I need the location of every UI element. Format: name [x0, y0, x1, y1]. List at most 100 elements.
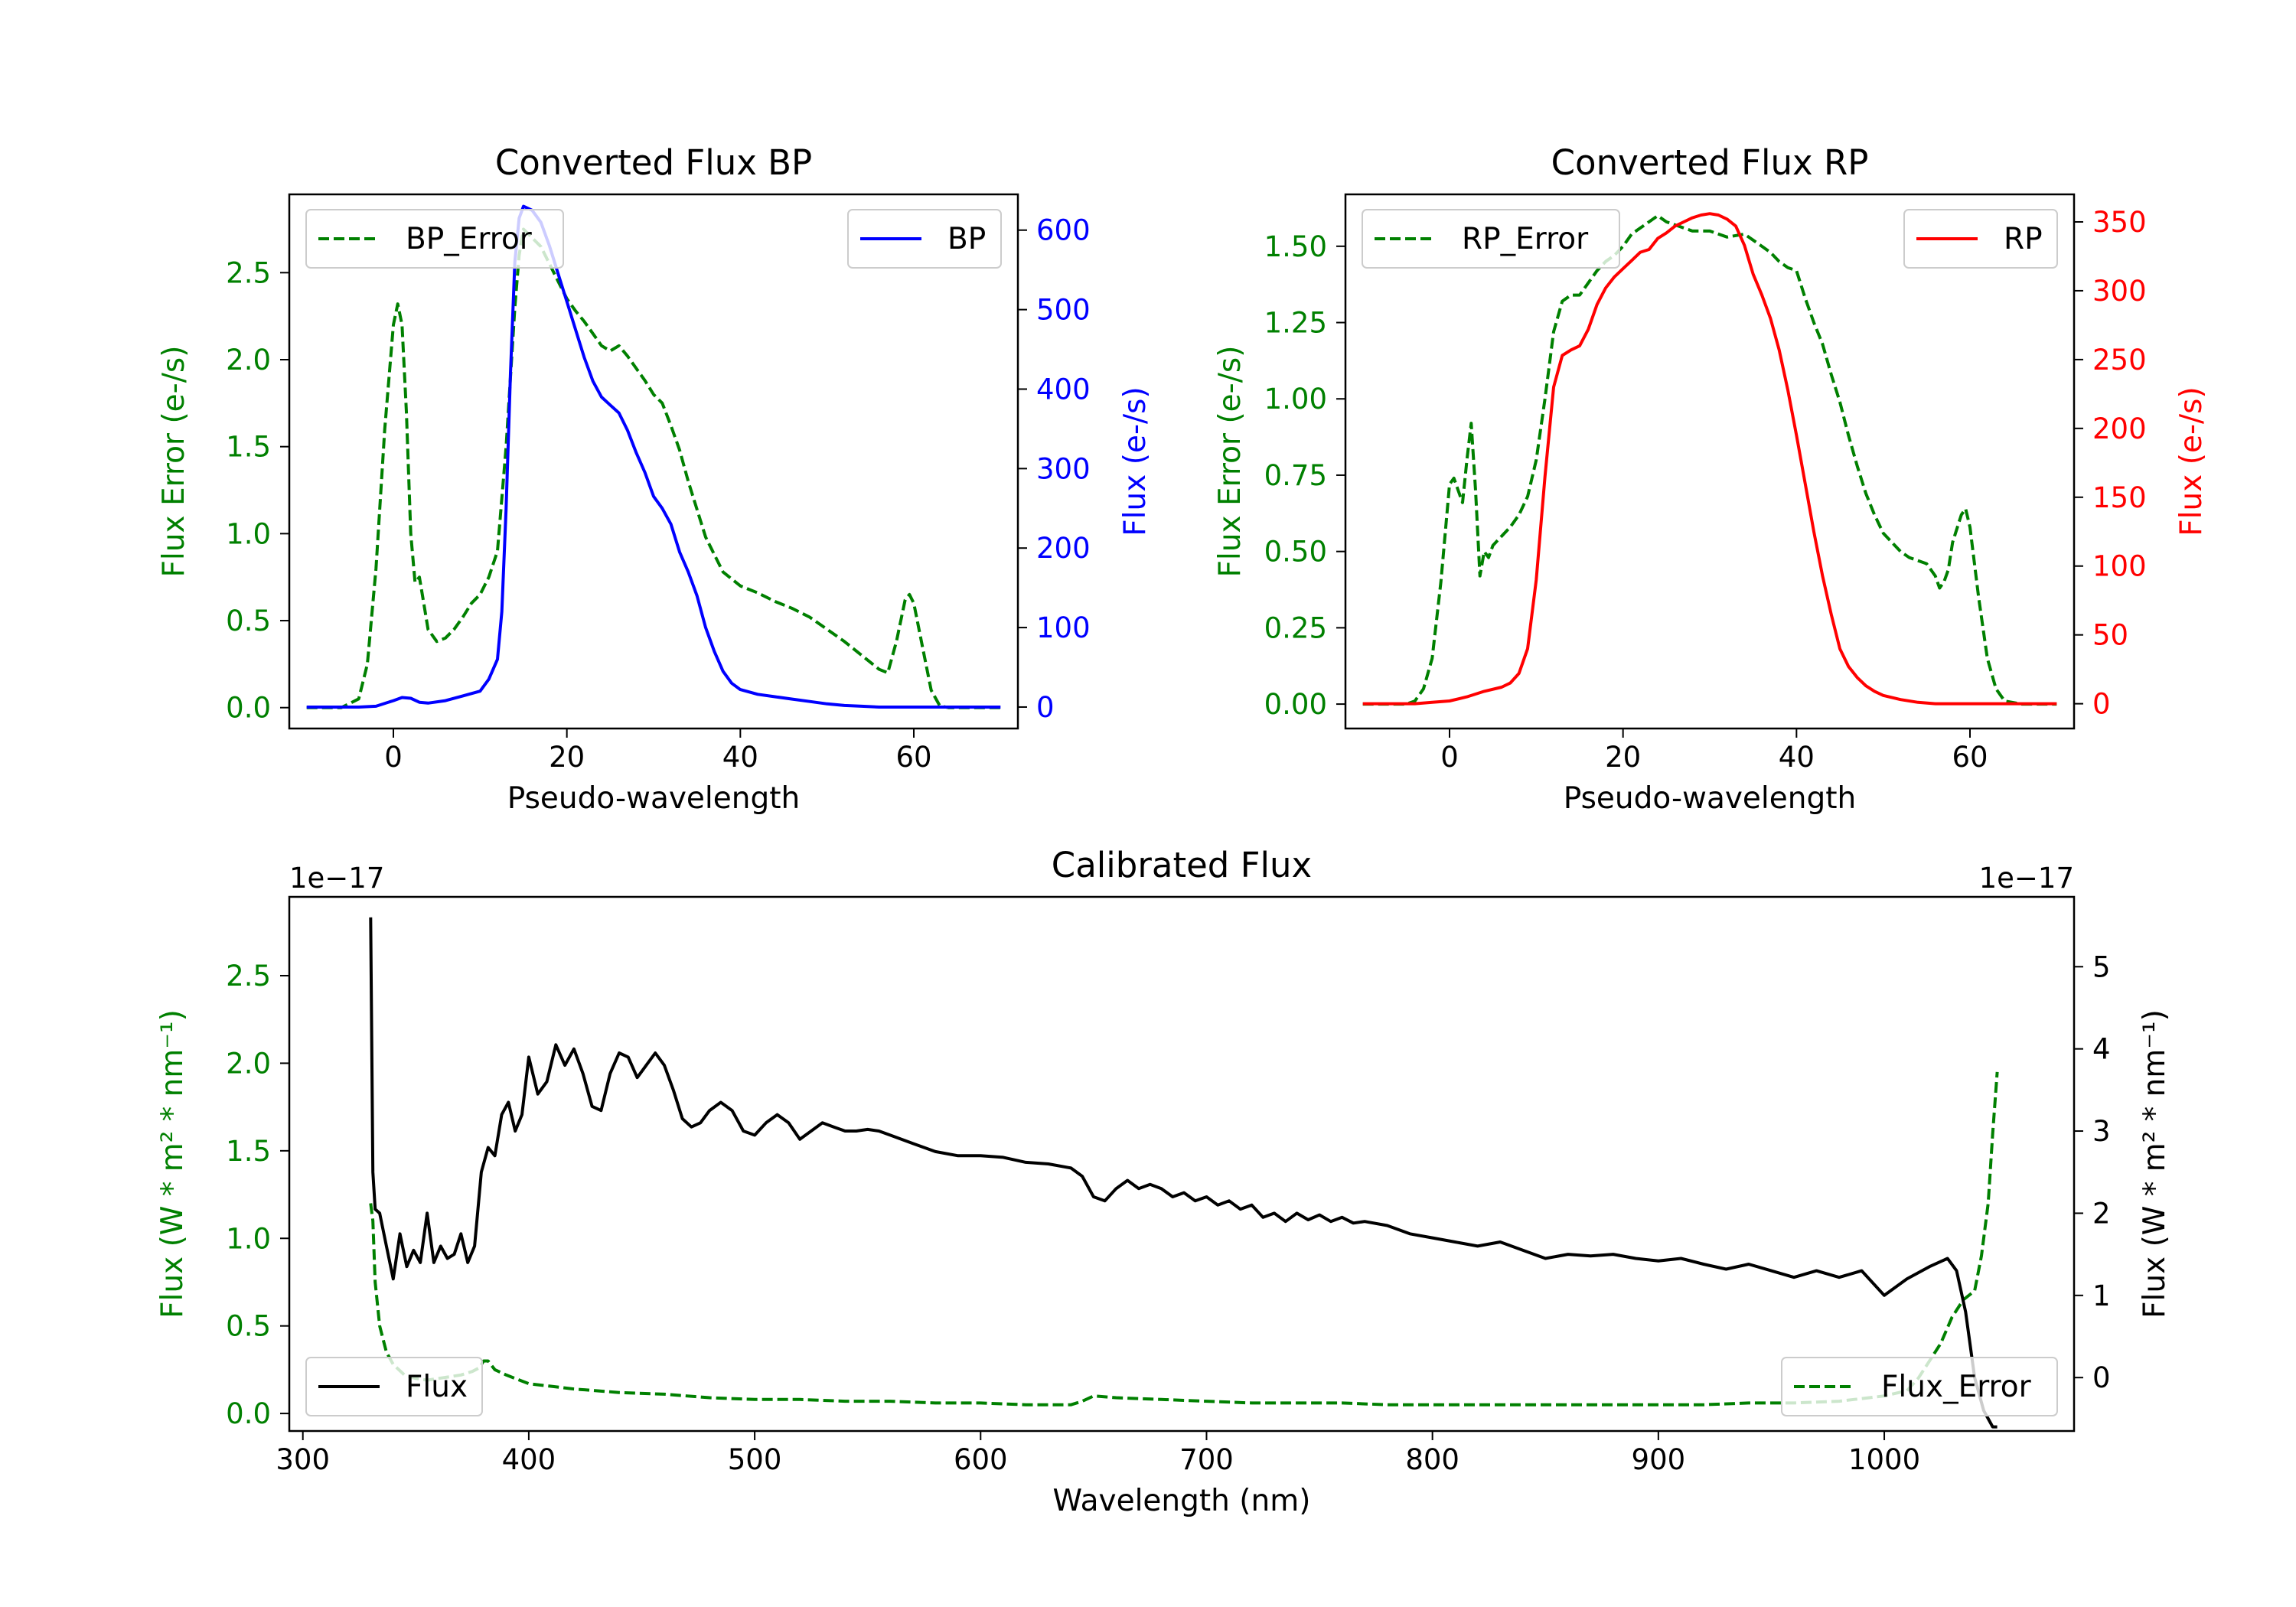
calibrated-xtick-label: 300 [276, 1443, 330, 1476]
calibrated-offset-left: 1e−17 [289, 862, 384, 895]
bp-ytick-left-label: 0.0 [226, 692, 271, 725]
rp-ytick-left-label: 0.50 [1264, 536, 1327, 569]
rp-error-line [1362, 214, 2057, 706]
calibrated-ytick-left-label: 1.5 [226, 1135, 271, 1168]
calibrated-title: Calibrated Flux [1052, 845, 1312, 885]
rp-ytick-right-label: 200 [2092, 412, 2147, 445]
calibrated-ytick-right-label: 2 [2092, 1197, 2111, 1230]
bp-ytick-right-label: 200 [1036, 532, 1091, 565]
rp-legend-error-box [1362, 209, 1620, 269]
calibrated-axes-frame [288, 895, 2076, 1433]
calibrated-ytick-right-label: 0 [2092, 1361, 2111, 1394]
calibrated-xtick-label: 600 [954, 1443, 1008, 1476]
rp-legend-error-label: RP_Error [1462, 222, 1589, 256]
bp-error-line [306, 227, 1001, 709]
rp-ylabel-right: Flux (e-/s) [2174, 386, 2209, 536]
calibrated-legend-flux: Flux [305, 1357, 483, 1416]
bp-axes-frame [288, 193, 1019, 730]
rp-xtick-label: 60 [1952, 741, 1988, 774]
rp-ytick-left-label: 1.00 [1264, 383, 1327, 416]
calibrated-legend-error-box [1781, 1357, 2058, 1416]
bp-ytick-right-label: 600 [1036, 214, 1091, 247]
bp-ytick-right-label: 100 [1036, 611, 1091, 644]
bp-ytick-left-label: 2.0 [226, 344, 271, 376]
rp-ytick-right-label: 350 [2092, 206, 2147, 239]
bp-xtick-label: 60 [895, 741, 931, 774]
bp-xlabel: Pseudo-wavelength [507, 781, 800, 816]
rp-legend-flux-box [1903, 209, 2058, 269]
rp-ytick-right-label: 0 [2092, 688, 2111, 721]
rp-legend-error: RP_Error [1362, 209, 1620, 269]
bp-ylabel-left: Flux Error (e-/s) [157, 346, 191, 578]
bp-legend-error-label: BP_Error [406, 222, 533, 256]
bp-legend-flux: BP [847, 209, 1002, 269]
bp-ytick-left-label: 1.0 [226, 517, 271, 550]
calibrated-xtick-label: 1000 [1848, 1443, 1920, 1476]
bp-flux-line [306, 204, 1001, 709]
calibrated-ytick-left-label: 2.5 [226, 960, 271, 993]
bp-series [306, 204, 1001, 709]
rp-flux-line [1362, 212, 2057, 706]
calibrated-flux-line [369, 917, 1998, 1429]
calibrated-xtick-label: 500 [728, 1443, 782, 1476]
rp-chart: 0 20 40 60 0.00 0.25 0.50 0.75 1.00 1.25 1.50 0 50 10… [1213, 142, 2209, 816]
rp-ytick-right-label: 100 [2092, 550, 2147, 583]
calibrated-legend-flux-box [305, 1357, 483, 1416]
charts: 0 20 40 600.00.51.01.52.02.5010020030040050… [155, 142, 2209, 1518]
rp-series [1362, 212, 2057, 706]
calibrated-legend-error: Flux_Error [1781, 1357, 2058, 1416]
rp-ytick-right-label: 250 [2092, 344, 2147, 376]
bp-title: Converted Flux BP [495, 142, 812, 183]
bp-ytick-left-label: 1.5 [226, 431, 271, 464]
calibrated-xtick-label: 700 [1179, 1443, 1234, 1476]
calibrated-xtick-label: 400 [502, 1443, 556, 1476]
calibrated-ytick-right-label: 4 [2092, 1033, 2111, 1066]
bp-xtick-label: 40 [722, 741, 758, 774]
calibrated-ytick-right-label: 3 [2092, 1115, 2111, 1148]
rp-ytick-left-label: 0.75 [1264, 459, 1327, 492]
rp-xlabel: Pseudo-wavelength [1564, 781, 1856, 816]
bp-ytick-right-label: 500 [1036, 294, 1091, 327]
calibrated-ytick-right-label: 5 [2092, 950, 2111, 983]
rp-title: Converted Flux RP [1551, 142, 1869, 183]
bp-xtick-label: 0 [384, 741, 403, 774]
calibrated-ytick-left-label: 0.0 [226, 1397, 271, 1430]
rp-legend-flux-label: RP [2004, 222, 2043, 256]
rp-ytick-left-label: 1.50 [1264, 230, 1327, 263]
bp-legend-error-box [305, 209, 564, 269]
calibrated-ylabel-right: Flux (W * m² * nm⁻¹) [2138, 1009, 2172, 1319]
rp-ytick-left-label: 0.25 [1264, 611, 1327, 644]
calibrated-offset-right: 1e−17 [1979, 862, 2074, 895]
bp-legend-flux-label: BP [947, 222, 986, 256]
rp-ytick-left-label: 0.00 [1264, 688, 1327, 721]
calibrated-chart: 300 400 500 600 700 800 900 1000 0.0 0.5 1.0 1.5 2.0… [155, 845, 2172, 1518]
calibrated-legend-error-label: Flux_Error [1881, 1370, 2032, 1404]
calibrated-ytick-left-label: 1.0 [226, 1222, 271, 1255]
rp-xtick-label: 0 [1440, 741, 1459, 774]
rp-xtick-label: 20 [1605, 741, 1641, 774]
calibrated-xlabel: Wavelength (nm) [1053, 1484, 1311, 1518]
rp-axes-frame [1344, 193, 2076, 730]
rp-xtick-label: 40 [1779, 741, 1815, 774]
bp-ytick-left-label: 0.5 [226, 605, 271, 637]
calibrated-xtick-label: 900 [1632, 1443, 1686, 1476]
rp-ytick-left-label: 1.25 [1264, 307, 1327, 340]
bp-ytick-right-label: 300 [1036, 452, 1091, 485]
calibrated-ytick-left-label: 2.0 [226, 1047, 271, 1080]
rp-ylabel-left: Flux Error (e-/s) [1213, 346, 1247, 578]
rp-ytick-right-label: 300 [2092, 275, 2147, 308]
calibrated-xtick-label: 800 [1405, 1443, 1459, 1476]
calibrated-ytick-right-label: 1 [2092, 1279, 2111, 1312]
rp-ytick-right-label: 50 [2092, 619, 2128, 652]
calibrated-error-line [369, 1071, 1999, 1407]
calibrated-series [369, 917, 1999, 1429]
rp-legend-flux: RP [1903, 209, 2058, 269]
bp-chart: 0 20 40 60 0.0 0.5 1.0 1.5 2.0 2.5 0 100 200 300 400 50… [157, 142, 1153, 816]
bp-ylabel-right: Flux (e-/s) [1118, 386, 1153, 536]
bp-ytick-right-label: 400 [1036, 373, 1091, 406]
bp-ytick-right-label: 0 [1036, 691, 1055, 724]
calibrated-legend-flux-label: Flux [406, 1370, 468, 1404]
calibrated-ytick-left-label: 0.5 [226, 1310, 271, 1343]
rp-ytick-right-label: 150 [2092, 481, 2147, 514]
